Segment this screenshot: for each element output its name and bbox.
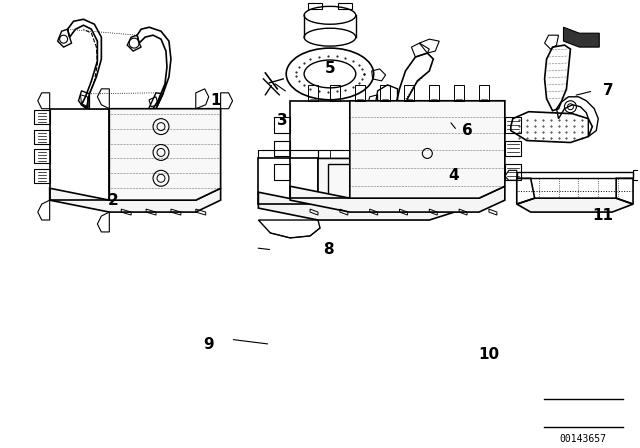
Text: 9: 9 xyxy=(204,337,214,352)
Text: 3: 3 xyxy=(277,113,287,128)
Text: 6: 6 xyxy=(461,123,472,138)
Text: 2: 2 xyxy=(108,193,118,208)
Polygon shape xyxy=(290,186,505,212)
Text: 8: 8 xyxy=(323,242,333,257)
Text: 4: 4 xyxy=(448,168,458,183)
Polygon shape xyxy=(259,192,467,220)
Polygon shape xyxy=(50,188,221,212)
Text: 00143657: 00143657 xyxy=(560,434,607,444)
Text: 5: 5 xyxy=(324,61,335,77)
Polygon shape xyxy=(318,159,467,204)
Polygon shape xyxy=(563,27,599,47)
Text: 1: 1 xyxy=(211,93,221,108)
Text: 11: 11 xyxy=(593,207,614,223)
Polygon shape xyxy=(109,109,221,200)
Text: 7: 7 xyxy=(603,83,614,98)
Text: 10: 10 xyxy=(478,347,499,362)
Polygon shape xyxy=(350,101,505,198)
Polygon shape xyxy=(516,198,633,212)
